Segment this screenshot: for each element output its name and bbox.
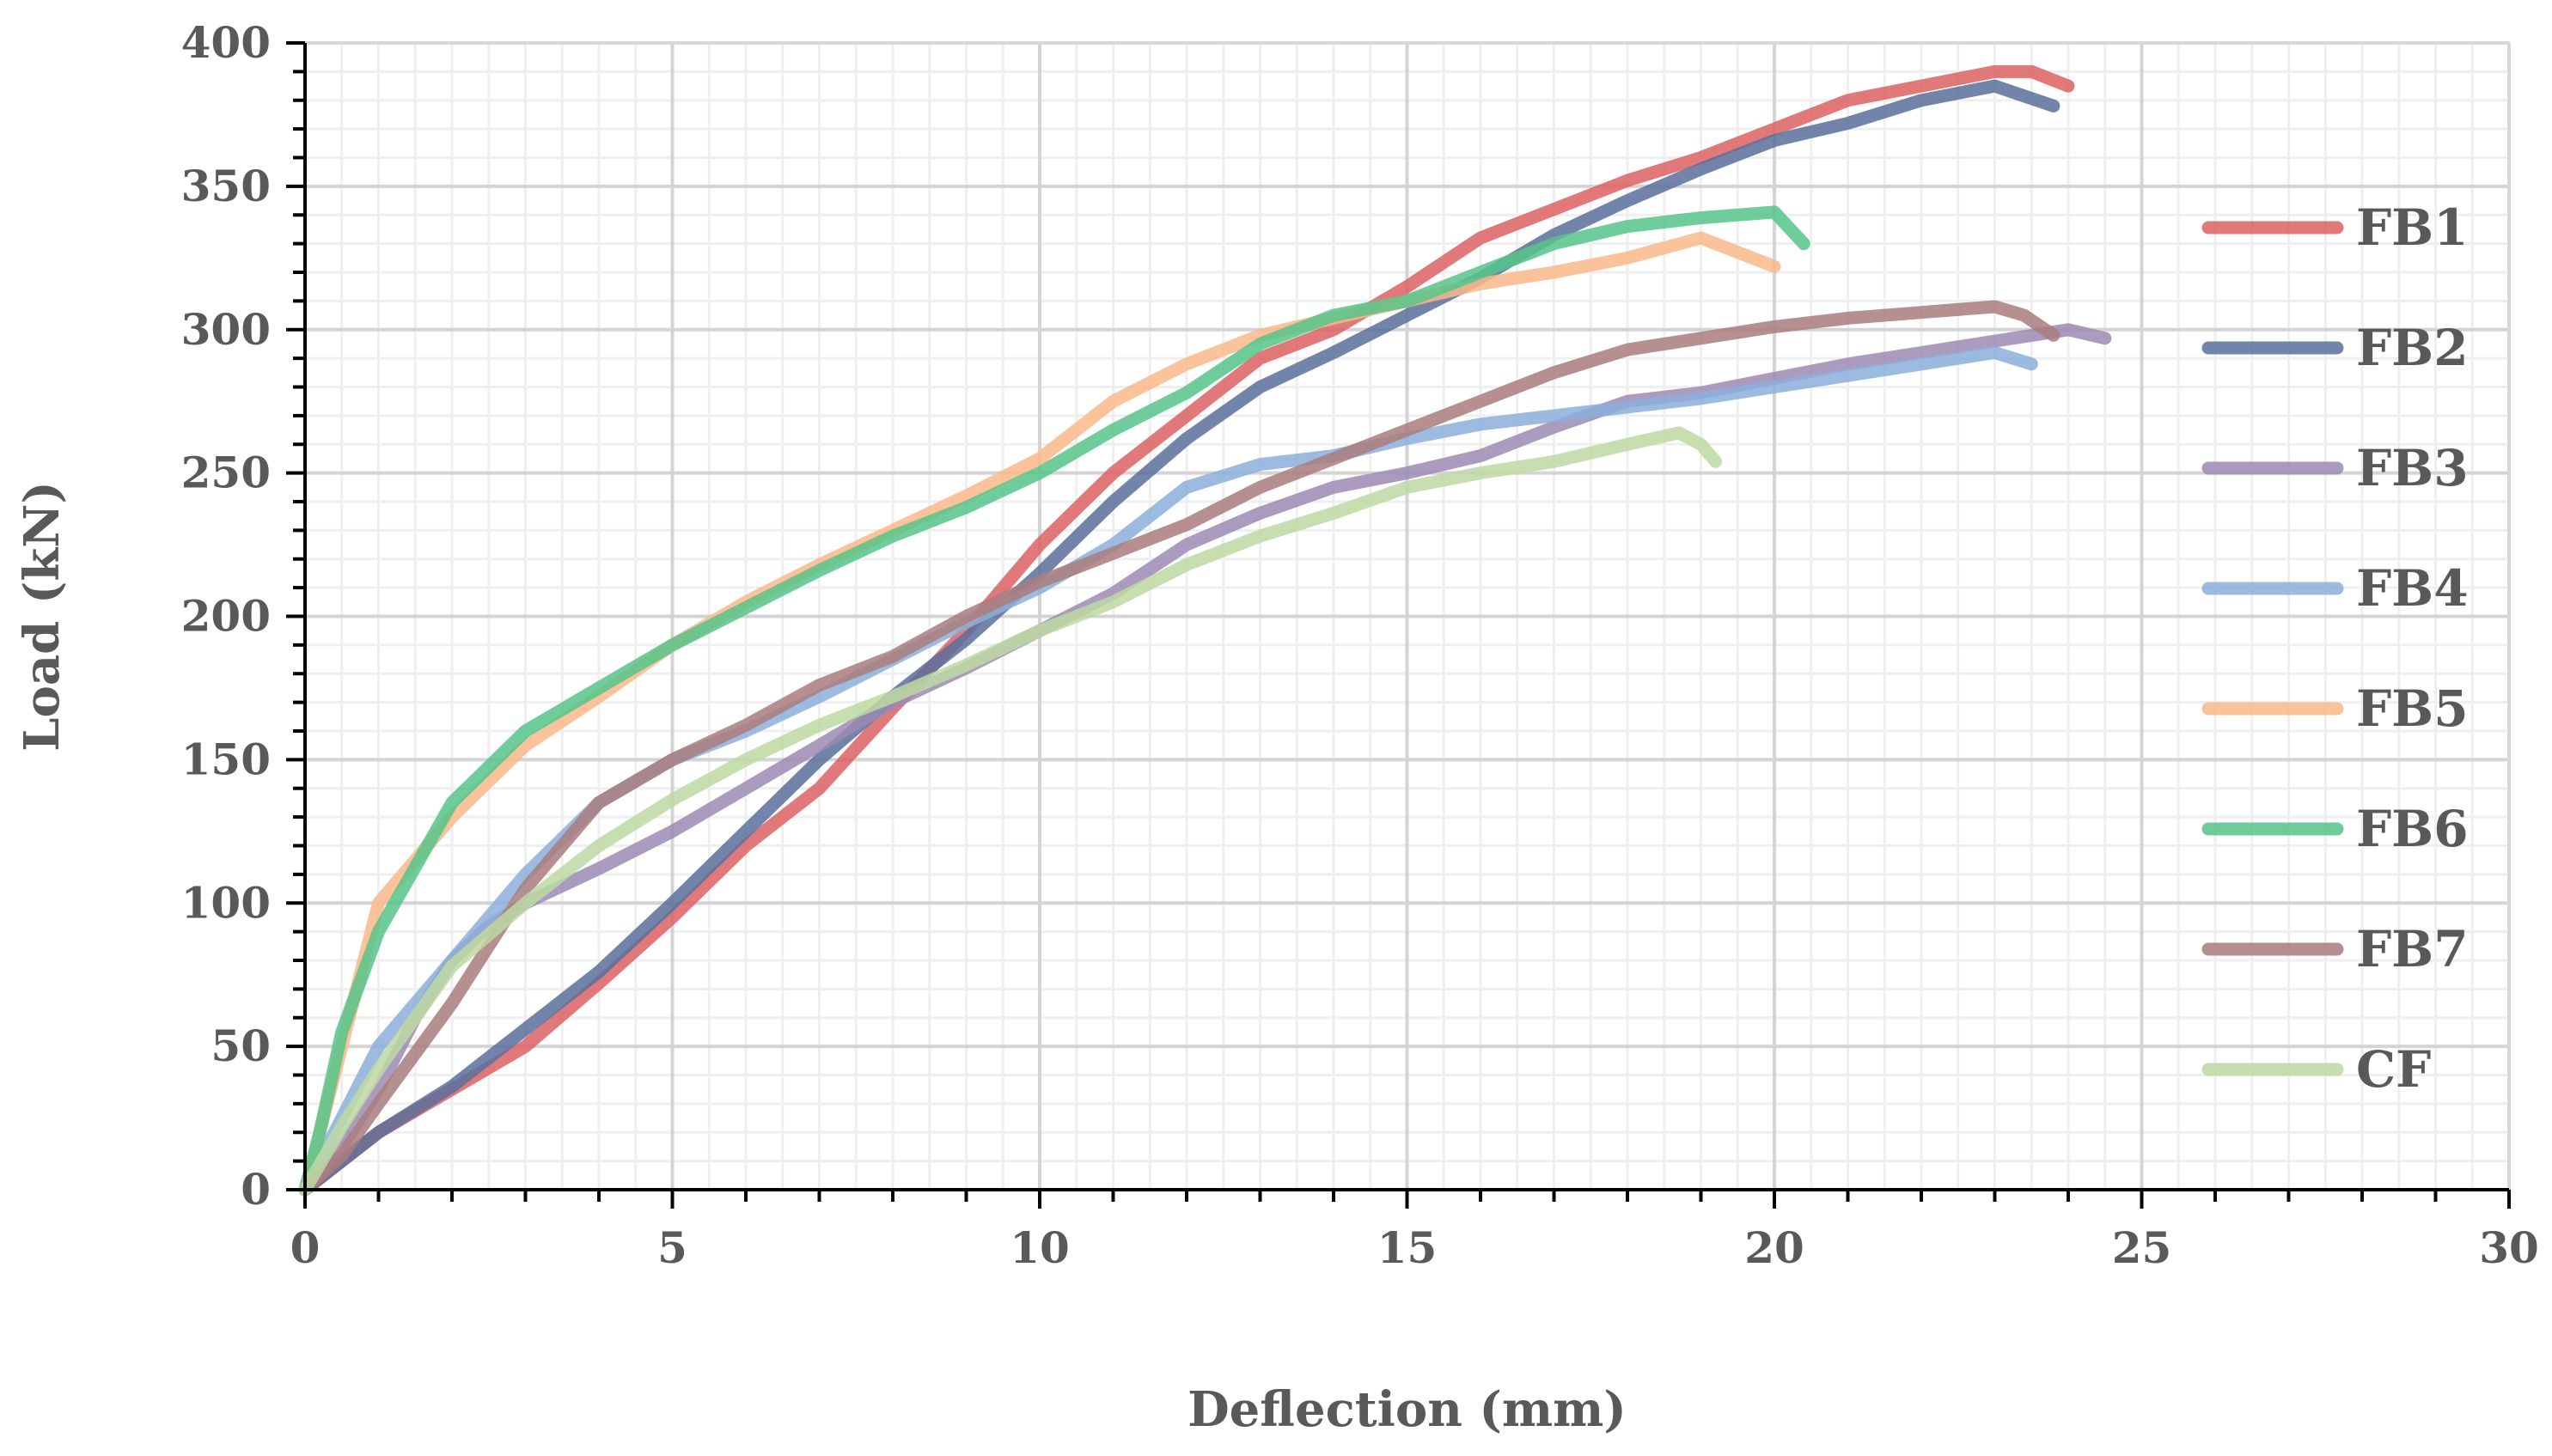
series-line-fb5	[298, 231, 1781, 1197]
y-tick-label: 200	[181, 591, 271, 642]
x-tick-label: 0	[290, 1222, 321, 1273]
series-line-fb2	[298, 79, 2061, 1197]
x-tick-label: 10	[1010, 1222, 1070, 1273]
y-tick-label: 150	[181, 734, 271, 784]
legend: FB1 FB2 FB3 FB4 FB5 FB6 FB7 CF	[2201, 198, 2469, 1099]
y-tick-label: 0	[241, 1164, 271, 1215]
legend-label-fb4: FB4	[2356, 559, 2469, 618]
y-tick-label: 300	[181, 304, 271, 355]
series-line-fb1	[298, 64, 2075, 1197]
x-axis-title: Deflection (mm)	[1187, 1381, 1627, 1438]
x-tick-label: 30	[2479, 1222, 2539, 1273]
legend-label-fb1: FB1	[2356, 198, 2469, 257]
series-line-fb4	[298, 346, 2038, 1197]
legend-label-fb2: FB2	[2356, 319, 2469, 377]
y-tick-label: 100	[181, 877, 271, 928]
y-tick-label: 50	[211, 1020, 271, 1071]
y-tick-label: 400	[181, 17, 271, 68]
y-tick-label: 350	[181, 161, 271, 211]
legend-label-fb6: FB6	[2356, 800, 2469, 858]
series-line-fb6	[298, 205, 1810, 1197]
legend-label-fb7: FB7	[2356, 920, 2469, 978]
axes-layer	[286, 41, 2511, 1209]
series-layer	[298, 64, 2112, 1197]
x-tick-label: 5	[657, 1222, 687, 1273]
y-tick-label: 250	[181, 448, 271, 498]
series-line-fb7	[298, 300, 2061, 1197]
legend-label-fb3: FB3	[2356, 439, 2469, 497]
x-tick-label: 20	[1744, 1222, 1804, 1273]
x-tick-label: 25	[2112, 1222, 2172, 1273]
series-line-cf	[298, 426, 1723, 1197]
legend-label-cf: CF	[2356, 1040, 2431, 1099]
y-axis-title: Load (kN)	[14, 481, 70, 752]
x-tick-label: 15	[1377, 1222, 1438, 1273]
legend-label-fb5: FB5	[2356, 679, 2469, 738]
